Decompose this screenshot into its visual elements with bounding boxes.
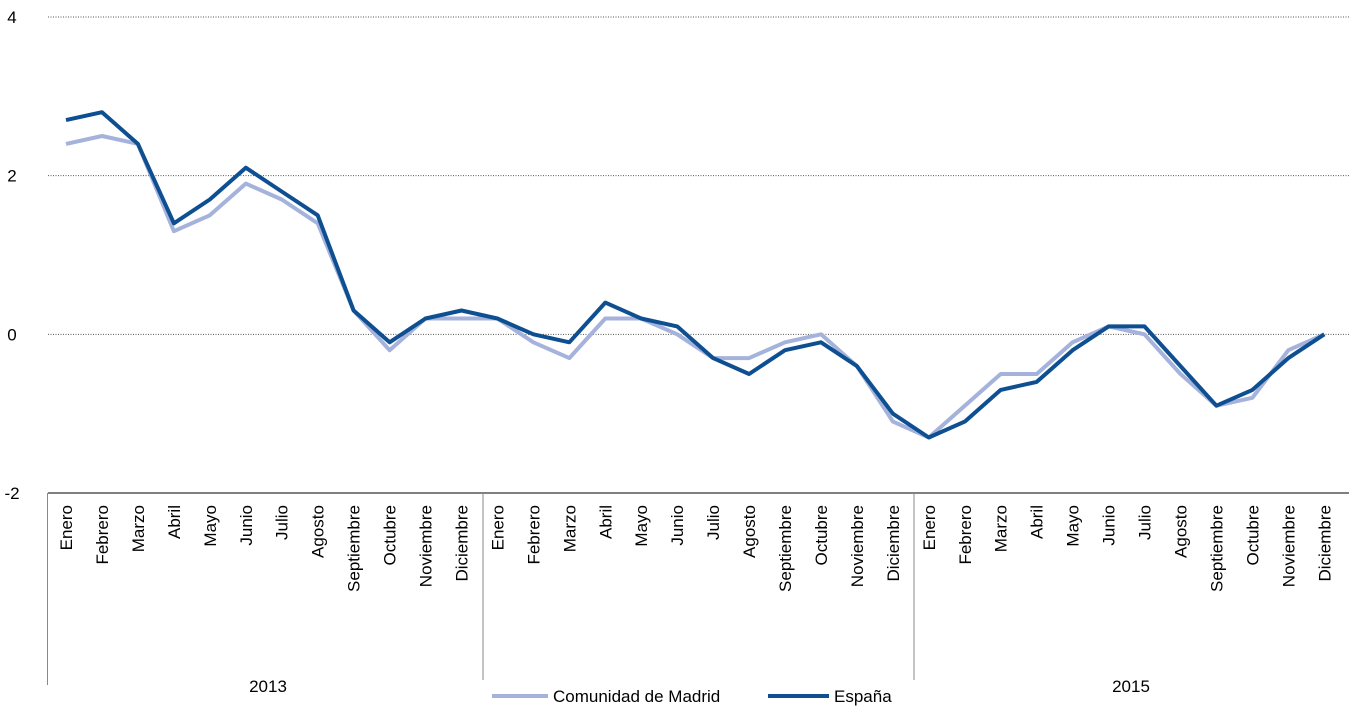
x-tick-label: Noviembre	[848, 505, 867, 587]
x-tick-label: Septiembre	[1207, 505, 1226, 592]
x-tick-label: Julio	[1136, 505, 1155, 540]
x-tick-label: Mayo	[1064, 505, 1083, 547]
legend: Comunidad de Madrid España	[480, 680, 920, 708]
year-label: 2015	[1112, 677, 1150, 696]
x-tick-label: Junio	[237, 505, 256, 546]
legend-label: España	[834, 687, 892, 706]
x-axis: Enero Febrero Marzo Abril Mayo Junio Julio Agos…	[47, 492, 1349, 696]
x-tick-label: Abril	[596, 505, 615, 539]
y-tick-label: 4	[7, 8, 16, 27]
x-tick-label: Octubre	[1243, 505, 1262, 565]
x-tick-label: Febrero	[524, 505, 543, 565]
x-tick-label: Enero	[488, 505, 507, 550]
grid-lines	[48, 16, 1349, 335]
year-label: 2013	[249, 677, 287, 696]
series-line-0	[65, 134, 1326, 440]
x-tick-label: Diciembre	[452, 505, 471, 582]
legend-background	[480, 680, 920, 708]
x-tick-label: Julio	[704, 505, 723, 540]
x-tick-label: Octubre	[812, 505, 831, 565]
y-axis-ticks: 4 2 0 -2	[4, 8, 19, 503]
series-lines	[65, 110, 1326, 440]
x-tick-label: Febrero	[956, 505, 975, 565]
x-tick-label: Junio	[1100, 505, 1119, 546]
x-tick-label: Febrero	[93, 505, 112, 565]
x-tick-label: Noviembre	[417, 505, 436, 587]
x-tick-label: Agosto	[1171, 505, 1190, 558]
x-tick-label: Diciembre	[884, 505, 903, 582]
x-tick-label: Marzo	[992, 505, 1011, 552]
x-tick-label: Enero	[920, 505, 939, 550]
x-tick-label: Noviembre	[1279, 505, 1298, 587]
x-tick-label: Mayo	[632, 505, 651, 547]
x-tick-label: Abril	[1028, 505, 1047, 539]
x-tick-label: Septiembre	[345, 505, 364, 592]
x-tick-label: Enero	[57, 505, 76, 550]
series-line-1	[65, 110, 1326, 440]
x-tick-label: Julio	[273, 505, 292, 540]
x-tick-label: Abril	[165, 505, 184, 539]
x-tick-label: Mayo	[201, 505, 220, 547]
x-tick-label: Agosto	[309, 505, 328, 558]
x-tick-label: Agosto	[740, 505, 759, 558]
x-tick-label: Octubre	[381, 505, 400, 565]
y-tick-label: -2	[4, 484, 19, 503]
x-tick-label: Marzo	[129, 505, 148, 552]
x-tick-label: Marzo	[560, 505, 579, 552]
y-tick-label: 2	[7, 167, 16, 186]
x-tick-label: Diciembre	[1315, 505, 1334, 582]
x-tick-label: Septiembre	[776, 505, 795, 592]
y-tick-label: 0	[7, 325, 16, 344]
x-tick-label: Junio	[668, 505, 687, 546]
legend-label: Comunidad de Madrid	[553, 687, 720, 706]
